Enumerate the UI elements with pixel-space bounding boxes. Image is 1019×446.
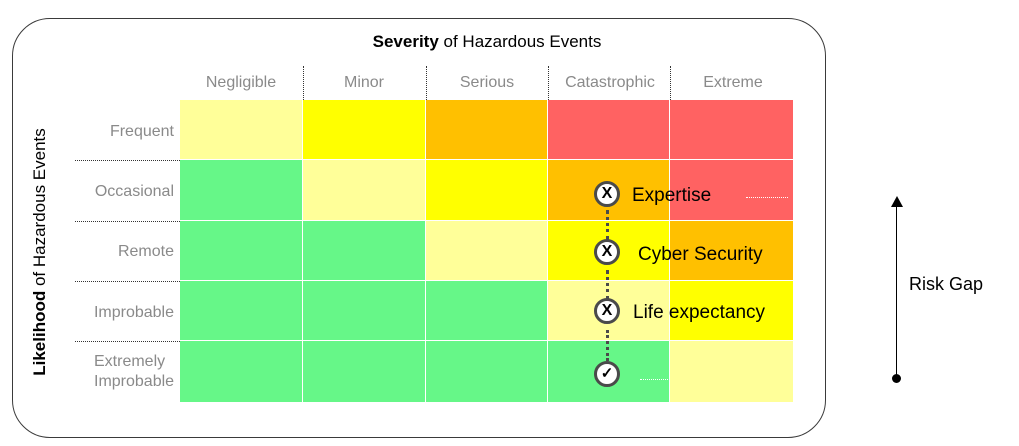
matrix-cell xyxy=(548,100,670,160)
matrix-cell xyxy=(426,221,548,281)
risk-gap-arrow xyxy=(896,206,897,378)
matrix-cell xyxy=(426,100,548,160)
matrix-cell xyxy=(180,341,303,403)
col-header-minor: Minor xyxy=(343,74,384,91)
marker-x-icon: X xyxy=(594,298,620,324)
label-leader-line xyxy=(640,379,670,380)
row-separator xyxy=(75,341,180,342)
col-header-negligible: Negligible xyxy=(205,74,277,91)
matrix-cell xyxy=(303,100,426,160)
col-header-serious: Serious xyxy=(459,74,515,91)
matrix-cell xyxy=(670,160,794,221)
marker-x-icon: X xyxy=(594,181,620,207)
label-life-expectancy: Life expectancy xyxy=(633,302,766,323)
likelihood-title-rest: of Hazardous Events xyxy=(30,128,49,291)
matrix-cell xyxy=(426,281,548,341)
matrix-cell xyxy=(303,160,426,221)
row-separator xyxy=(75,281,180,282)
matrix-cell xyxy=(670,341,794,403)
likelihood-title: Likelihood of Hazardous Events xyxy=(30,128,50,376)
marker-connector xyxy=(606,330,609,361)
row-separator xyxy=(75,221,180,222)
col-separator xyxy=(303,66,304,100)
severity-title: Severity of Hazardous Events xyxy=(180,32,794,52)
label-expertise: Expertise xyxy=(632,185,712,206)
matrix-cell xyxy=(180,221,303,281)
col-header-catastrophic: Catastrophic xyxy=(565,74,655,91)
marker-connector xyxy=(606,270,609,300)
matrix-cell xyxy=(180,281,303,341)
marker-connector xyxy=(606,210,609,240)
row-header-remote: Remote xyxy=(117,243,174,260)
matrix-cell xyxy=(426,160,548,221)
label-cyber-security: Cyber Security xyxy=(638,244,763,265)
col-separator xyxy=(548,66,549,100)
row-header-frequent: Frequent xyxy=(109,123,174,140)
matrix-frame xyxy=(12,18,826,438)
arrow-origin-dot xyxy=(892,374,901,383)
row-header-improbable: Improbable xyxy=(93,304,174,321)
severity-title-rest: of Hazardous Events xyxy=(438,32,602,51)
matrix-cell xyxy=(670,100,794,160)
label-leader-line xyxy=(746,197,788,198)
row-separator xyxy=(75,160,180,161)
likelihood-title-strong: Likelihood xyxy=(30,290,49,376)
arrow-up-icon xyxy=(891,196,903,207)
col-separator xyxy=(670,66,671,100)
row-header-occasional: Occasional xyxy=(94,183,174,200)
matrix-cell xyxy=(180,160,303,221)
matrix-cell xyxy=(303,341,426,403)
matrix-cell xyxy=(426,341,548,403)
matrix-cell xyxy=(670,281,794,341)
risk-gap-label: Risk Gap xyxy=(909,274,984,294)
row-header-extremely-improbable: Extremely Improbable xyxy=(94,353,175,390)
col-header-extreme: Extreme xyxy=(703,74,763,91)
matrix-cell xyxy=(303,281,426,341)
marker-x-icon: X xyxy=(594,239,620,265)
matrix-cell xyxy=(180,100,303,160)
marker-check-icon: ✓ xyxy=(594,361,620,387)
severity-title-strong: Severity xyxy=(372,32,439,51)
risk-matrix-grid xyxy=(180,100,794,403)
matrix-cell xyxy=(303,221,426,281)
col-separator xyxy=(426,66,427,100)
matrix-cell xyxy=(670,221,794,281)
